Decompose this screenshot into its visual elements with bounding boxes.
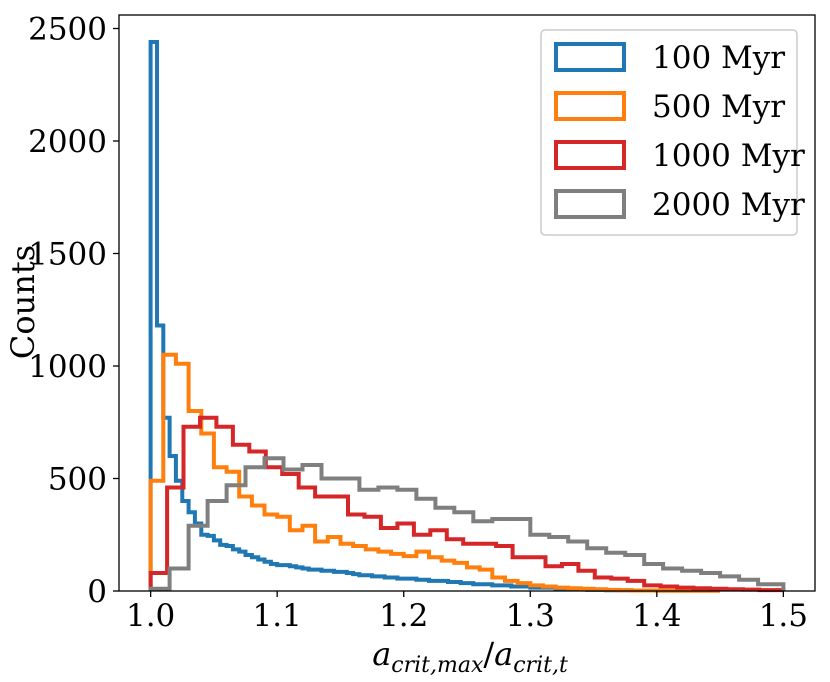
- y-tick-label: 0: [87, 574, 107, 610]
- x-label-subscript-2: crit,t: [513, 653, 568, 678]
- legend-swatch-1000-myr: [554, 140, 626, 170]
- x-axis-label: acrit,max/acrit,t: [372, 635, 568, 678]
- plot-area: [148, 40, 786, 593]
- x-tick-label: 1.0: [126, 598, 175, 634]
- legend-box: [540, 29, 798, 236]
- x-label-base-2: a: [494, 635, 513, 673]
- legend-label: 100 Myr: [652, 40, 785, 76]
- x-tick-label: 1.3: [506, 598, 555, 634]
- axes-box: [118, 14, 816, 592]
- legend-label: 500 Myr: [652, 89, 785, 125]
- legend-swatch-2000-myr: [554, 189, 626, 219]
- series-line-1000-myr: [148, 415, 786, 593]
- x-axis: 1.0 1.1 1.2 1.3 1.4 1.5: [126, 591, 808, 634]
- legend-label: 1000 Myr: [652, 138, 805, 174]
- legend-swatch-500-myr: [554, 91, 626, 121]
- y-tick-label: 1000: [28, 349, 107, 385]
- series-line-2000-myr: [148, 456, 786, 591]
- x-label-base-1: a: [372, 635, 391, 673]
- x-tick-label: 1.4: [632, 598, 681, 634]
- legend-swatch-100-myr: [554, 42, 626, 72]
- y-tick-label: 1500: [28, 237, 107, 273]
- x-tick-label: 1.2: [379, 598, 428, 634]
- axes-frame: [118, 14, 816, 592]
- y-tick-label: 500: [48, 462, 107, 498]
- y-axis: 0 500 1000 1500 2000 2500: [28, 12, 119, 610]
- x-label-subscript-1: crit,max: [391, 653, 484, 678]
- legend-label: 2000 Myr: [652, 187, 805, 223]
- y-tick-label: 2500: [28, 12, 107, 48]
- series-line-500-myr: [148, 352, 723, 593]
- legend: 100 Myr 500 Myr 1000 Myr 2000 Myr: [540, 29, 805, 236]
- x-label-slash: /: [483, 635, 494, 673]
- x-tick-label: 1.1: [253, 598, 302, 634]
- y-tick-label: 2000: [28, 124, 107, 160]
- x-tick-label: 1.5: [759, 598, 808, 634]
- y-axis-label: Counts: [4, 245, 42, 359]
